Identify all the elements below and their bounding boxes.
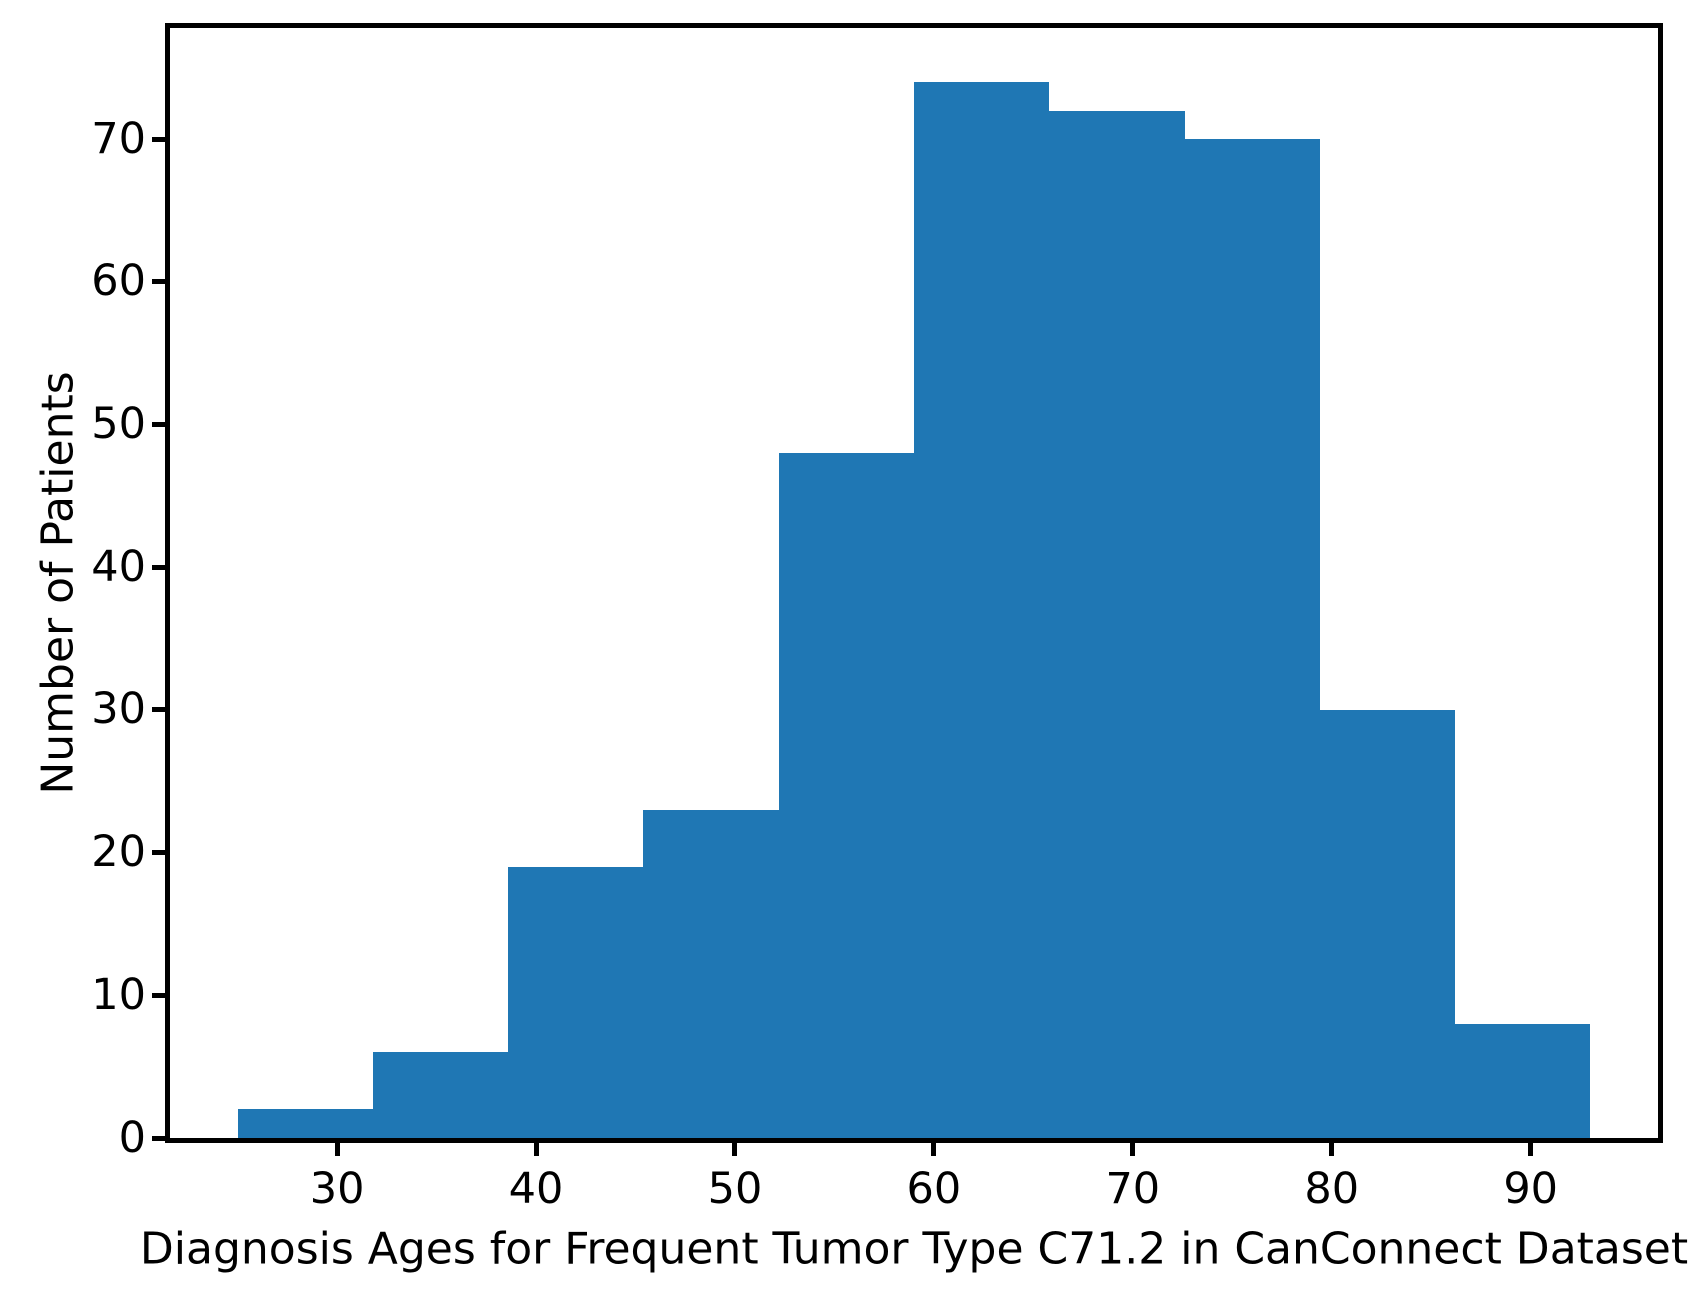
plot-frame <box>165 23 1663 1143</box>
histogram-bar <box>1455 1023 1591 1138</box>
histogram-bar <box>1184 139 1320 1138</box>
y-tick-label: 30 <box>91 684 146 735</box>
y-tick-mark <box>152 422 165 428</box>
y-tick-mark <box>152 1135 165 1141</box>
x-tick-mark <box>1329 1143 1335 1156</box>
y-tick-mark <box>152 564 165 570</box>
x-tick-mark <box>931 1143 937 1156</box>
histogram-bar <box>237 1109 373 1138</box>
x-tick-label: 40 <box>508 1164 564 1214</box>
y-tick-label: 70 <box>91 113 146 164</box>
y-tick-label: 10 <box>91 969 146 1020</box>
plot-area <box>170 28 1658 1138</box>
histogram-bar <box>914 82 1050 1138</box>
y-tick-label: 50 <box>91 399 146 450</box>
histogram-bar <box>643 809 779 1138</box>
x-tick-mark <box>1130 1143 1136 1156</box>
x-tick-mark <box>334 1143 340 1156</box>
x-tick-label: 90 <box>1503 1164 1559 1214</box>
x-tick-mark <box>732 1143 738 1156</box>
y-tick-mark <box>152 279 165 285</box>
x-axis-label: Diagnosis Ages for Frequent Tumor Type C… <box>139 1223 1688 1275</box>
y-tick-mark <box>152 850 165 856</box>
x-tick-label: 60 <box>906 1164 962 1214</box>
x-tick-label: 30 <box>309 1164 365 1214</box>
histogram-bar <box>1319 709 1456 1138</box>
y-tick-label: 40 <box>91 541 146 592</box>
y-tick-mark <box>152 707 165 713</box>
y-tick-mark <box>152 992 165 998</box>
histogram-bar <box>508 866 644 1138</box>
y-tick-label: 20 <box>91 827 146 878</box>
x-tick-mark <box>1528 1143 1534 1156</box>
histogram-bar <box>372 1052 509 1138</box>
y-tick-label: 0 <box>118 1112 146 1163</box>
x-tick-label: 70 <box>1105 1164 1161 1214</box>
x-tick-label: 50 <box>707 1164 763 1214</box>
y-tick-mark <box>152 136 165 142</box>
x-tick-mark <box>533 1143 539 1156</box>
histogram-bar <box>778 453 914 1138</box>
y-tick-label: 60 <box>91 256 146 307</box>
histogram-bar <box>1049 110 1185 1138</box>
x-tick-label: 80 <box>1304 1164 1360 1214</box>
